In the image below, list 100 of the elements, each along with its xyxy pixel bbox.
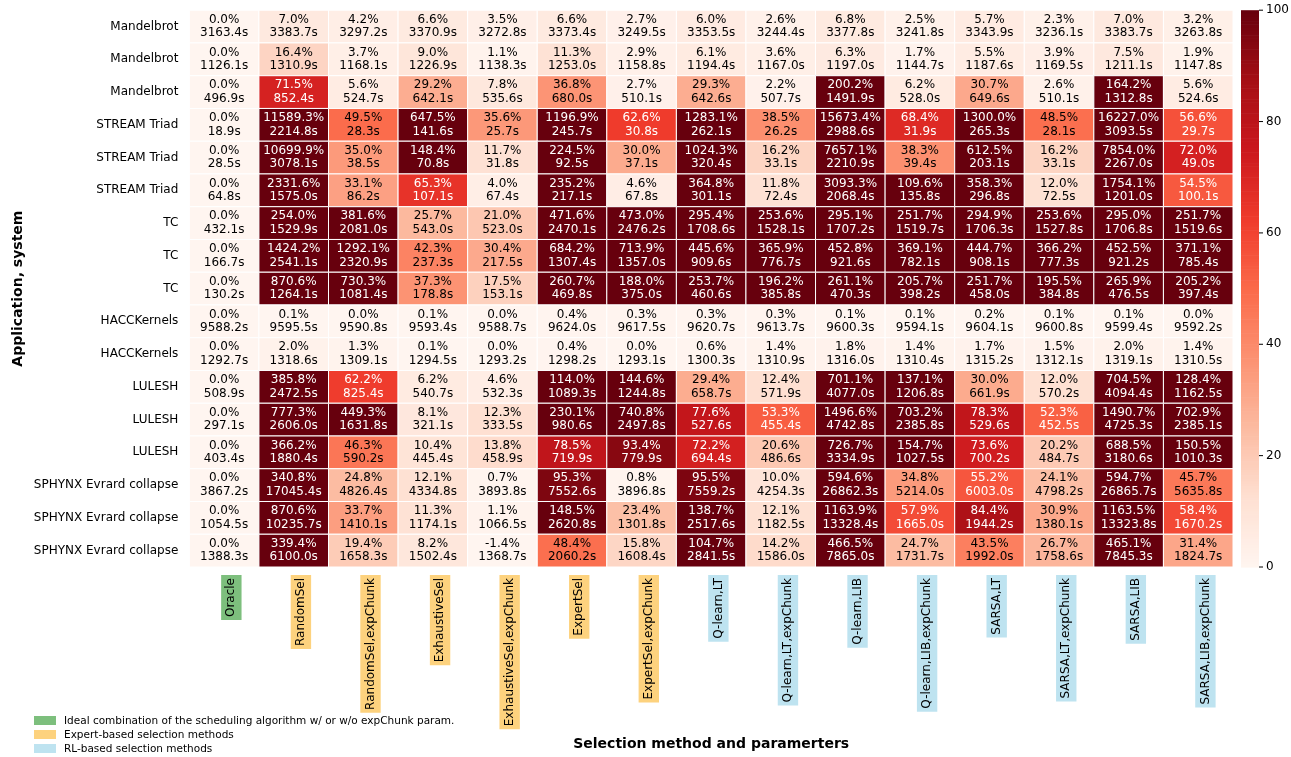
x-tick-label: RandomSel,expChunk bbox=[362, 577, 377, 710]
x-tick-label: RandomSel bbox=[293, 578, 308, 647]
data-label: 72.2% 694.4s bbox=[690, 437, 732, 466]
data-label: -1.4% 1368.7s bbox=[478, 536, 527, 564]
data-label: 196.2% 385.8s bbox=[757, 273, 804, 302]
data-label: 0.1% 9600.3s bbox=[826, 306, 875, 335]
data-label: 1.1% 1138.3s bbox=[478, 44, 527, 73]
data-label: 684.2% 1307.4s bbox=[547, 241, 597, 269]
data-label: 13.8% 458.9s bbox=[482, 437, 523, 466]
data-label: 0.0% 508.9s bbox=[203, 372, 245, 400]
data-label: 29.2% 642.1s bbox=[412, 77, 454, 105]
text: Expert-based selection methods bbox=[64, 727, 234, 741]
data-label: 1.1% 1066.5s bbox=[478, 503, 527, 531]
data-label: 17.5% 153.1s bbox=[482, 273, 523, 302]
data-label: 0.0% 9590.8s bbox=[339, 306, 388, 335]
data-label: 3093.3% 2068.4s bbox=[823, 175, 878, 204]
y-tick-label: TC bbox=[162, 247, 179, 262]
y-tick-label: TC bbox=[162, 280, 179, 295]
data-label: 1424.2% 2541.1s bbox=[267, 241, 321, 269]
data-label: 740.8% 2497.8s bbox=[617, 404, 666, 433]
data-label: 148.5% 2620.8s bbox=[547, 503, 597, 531]
data-label: 0.0% 297.1s bbox=[203, 404, 245, 433]
data-label: 78.5% 719.9s bbox=[551, 437, 593, 466]
data-label: 1.9% 1147.8s bbox=[1174, 44, 1223, 73]
data-label: 21.0% 523.0s bbox=[482, 208, 523, 236]
data-label: 6.6% 3373.4s bbox=[547, 11, 597, 40]
data-label: 114.0% 1089.3s bbox=[547, 372, 597, 400]
data-label: 1.4% 1310.9s bbox=[756, 339, 805, 367]
data-label: 1292.1% 2320.9s bbox=[336, 241, 390, 269]
data-label: 1490.7% 4725.3s bbox=[1101, 404, 1156, 433]
data-label: 95.3% 7552.6s bbox=[547, 470, 597, 498]
data-label: 449.3% 1631.8s bbox=[339, 404, 388, 433]
x-tick-label: ExpertSel bbox=[571, 578, 586, 636]
data-label: 38.5% 26.2s bbox=[761, 110, 800, 138]
data-label: 77.6% 527.6s bbox=[690, 404, 732, 433]
data-label: 701.1% 4077.0s bbox=[826, 372, 875, 400]
data-label: 148.4% 70.8s bbox=[409, 142, 456, 171]
data-label: 358.3% 296.8s bbox=[966, 175, 1013, 204]
data-label: 205.2% 397.4s bbox=[1175, 273, 1222, 302]
data-label: 11.3% 1253.0s bbox=[547, 44, 597, 73]
data-label: 29.4% 658.7s bbox=[690, 372, 732, 400]
data-label: 8.2% 1502.4s bbox=[408, 536, 457, 564]
data-label: 1.7% 1315.2s bbox=[965, 339, 1014, 367]
x-tick-label: ExpertSel,expChunk bbox=[640, 577, 655, 700]
data-label: 466.5% 7865.0s bbox=[826, 536, 875, 564]
data-label: 0.3% 9617.5s bbox=[617, 306, 666, 335]
data-label: 1163.5% 13323.8s bbox=[1100, 503, 1157, 531]
data-label: 7.8% 535.6s bbox=[482, 77, 523, 105]
data-label: 2.6% 3244.4s bbox=[756, 11, 805, 40]
data-label: 371.1% 785.4s bbox=[1175, 241, 1222, 269]
y-tick-label: STREAM Triad bbox=[96, 149, 179, 164]
text: RL-based selection methods bbox=[64, 741, 213, 755]
y-tick-label: SPHYNX Evrard collapse bbox=[33, 477, 179, 492]
color-bar-label: 40 bbox=[1266, 336, 1282, 351]
data-label: 54.5% 100.1s bbox=[1177, 175, 1219, 204]
data-label: 295.1% 1707.2s bbox=[826, 208, 875, 236]
y-tick-label: HACCKernels bbox=[100, 313, 179, 328]
data-label: 369.1% 782.1s bbox=[897, 241, 943, 269]
data-label: 0.0% 3867.2s bbox=[200, 470, 249, 498]
data-label: 11589.3% 2214.8s bbox=[263, 110, 325, 138]
data-label: 0.0% 1126.1s bbox=[200, 44, 249, 73]
data-label: 3.7% 1168.1s bbox=[339, 44, 388, 73]
data-label: 0.0% 1054.5s bbox=[200, 503, 249, 531]
data-label: 366.2% 1880.4s bbox=[269, 437, 318, 466]
data-label: 48.5% 28.1s bbox=[1040, 110, 1079, 138]
y-tick-label: LULESH bbox=[132, 444, 179, 459]
data-label: 128.4% 1162.5s bbox=[1174, 372, 1223, 400]
y-tick-label: Mandelbrot bbox=[110, 51, 179, 66]
data-label: 12.1% 4334.8s bbox=[408, 470, 457, 498]
data-label: 11.3% 1174.1s bbox=[408, 503, 457, 531]
data-label: 235.2% 217.1s bbox=[549, 175, 595, 204]
data-label: 0.1% 9594.1s bbox=[895, 306, 945, 335]
data-label: 43.5% 1992.0s bbox=[965, 536, 1014, 564]
data-label: 36.8% 680.0s bbox=[551, 77, 593, 105]
data-label: 24.1% 4798.2s bbox=[1034, 470, 1084, 498]
data-label: 0.6% 1300.3s bbox=[687, 339, 736, 367]
data-label: 1163.9% 13328.4s bbox=[822, 503, 879, 531]
y-tick-label: HACCKernels bbox=[100, 346, 179, 361]
data-label: 2.6% 510.1s bbox=[1038, 77, 1080, 105]
data-label: 726.7% 3334.9s bbox=[826, 437, 875, 466]
data-label: 0.0% 432.1s bbox=[203, 208, 245, 236]
data-label: 265.9% 476.5s bbox=[1105, 273, 1152, 302]
data-label: 53.3% 455.4s bbox=[760, 404, 802, 433]
data-label: 30.0% 37.1s bbox=[622, 142, 661, 171]
data-label: 870.6% 10235.7s bbox=[265, 503, 322, 531]
data-label: 188.0% 375.0s bbox=[618, 273, 665, 302]
data-label: 2.7% 3249.5s bbox=[617, 11, 666, 40]
data-label: 7.0% 3383.7s bbox=[1104, 11, 1153, 40]
data-label: 0.4% 9624.0s bbox=[547, 306, 597, 335]
y-tick-label: STREAM Triad bbox=[96, 116, 179, 131]
data-label: 6.2% 540.7s bbox=[412, 372, 454, 400]
data-label: 104.7% 2841.5s bbox=[687, 536, 736, 564]
data-label: 35.0% 38.5s bbox=[344, 142, 383, 171]
data-label: 473.0% 2476.2s bbox=[617, 208, 666, 236]
data-label: 7657.1% 2210.9s bbox=[823, 142, 878, 171]
data-label: 870.6% 1264.1s bbox=[269, 273, 318, 302]
data-label: 2.0% 1318.6s bbox=[269, 339, 318, 367]
x-tick-label: SARSA,LT bbox=[988, 577, 1003, 635]
x-tick-label: SARSA,LIB bbox=[1127, 578, 1142, 641]
data-label: 93.4% 779.9s bbox=[621, 437, 662, 466]
